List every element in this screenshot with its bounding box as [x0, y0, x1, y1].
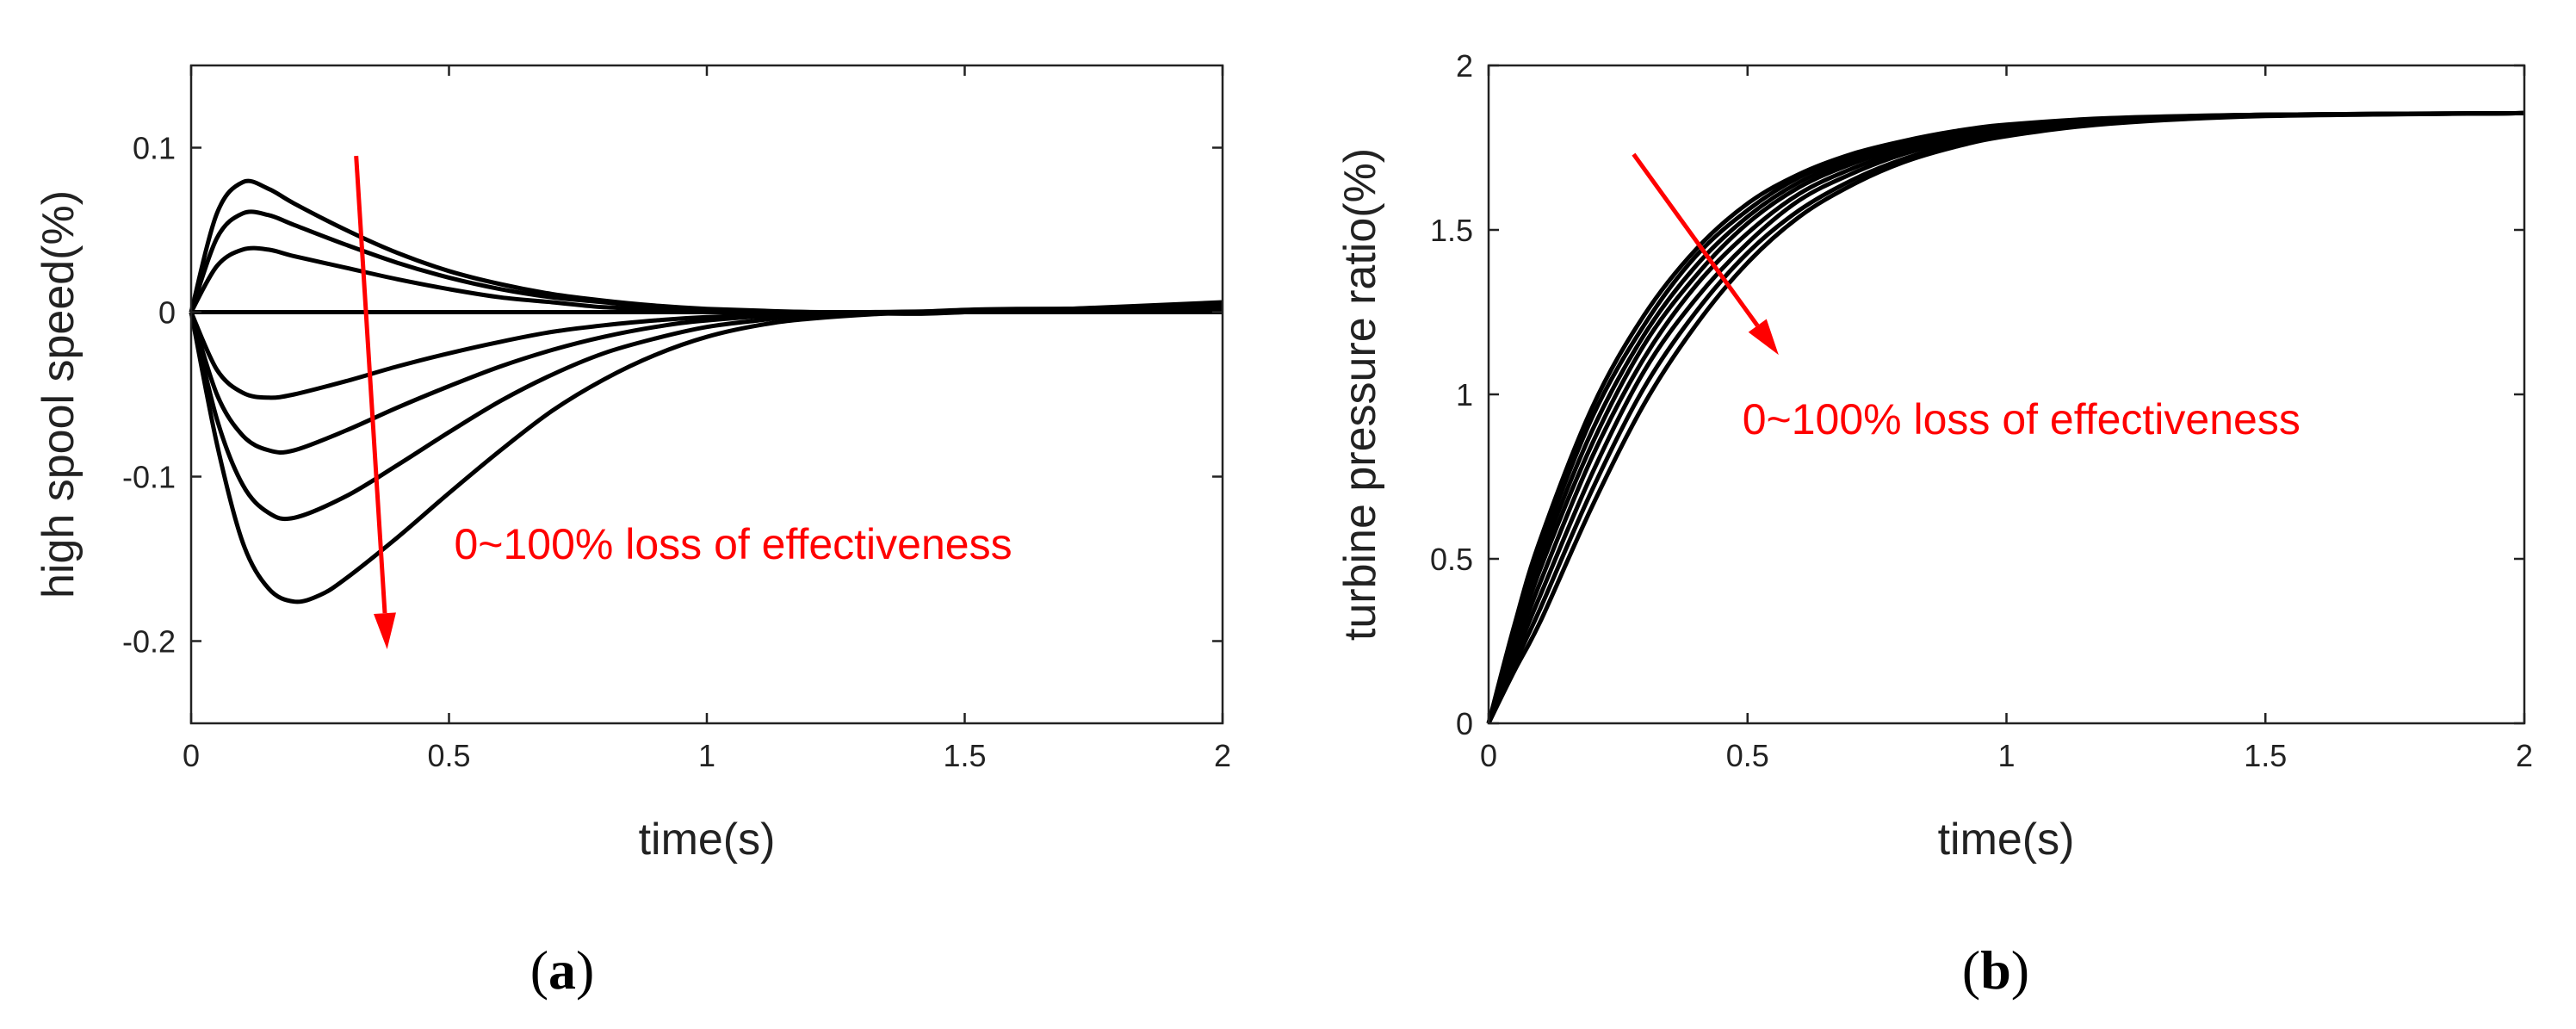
panel-a-x-tick-label: 0.5	[427, 738, 470, 773]
panel-b-y-axis-label: turbine pressure ratio(%)	[1335, 148, 1385, 641]
panel-b-curves	[1486, 110, 2525, 725]
panel-a-y-tick-label: 0.1	[133, 131, 176, 166]
panel-a-plot-frame	[189, 64, 1224, 725]
panel-a-red-arrow-line	[354, 155, 387, 614]
panel-b-caption-label: (b)	[1962, 939, 2029, 1001]
panel-b-y-tick-label: 0.5	[1430, 542, 1473, 577]
panel-b-red-arrow-line	[1632, 152, 1760, 327]
panel-b-x-tick-label: 0.5	[1726, 738, 1769, 773]
panel-b-x-tick-label: 0	[1480, 738, 1497, 773]
panel-a-series-curve-2	[189, 209, 1223, 315]
panel-a-x-tick-label: 0	[183, 738, 200, 773]
panel-a-x-tick-label: 1	[698, 738, 715, 773]
panel-a-annotation: 0~100% loss of effectiveness	[354, 155, 1012, 650]
panel-b-y-tick-label: 2	[1456, 48, 1473, 84]
panel-a-y-tick-label: -0.2	[122, 624, 176, 660]
panel-a-ticks: 0 0.5 1 1.5 2 -0.2 -0.1 0 0.1	[122, 65, 1231, 773]
panel-a-x-tick-label: 2	[1214, 738, 1231, 773]
panel-a-x-axis-label: time(s)	[639, 815, 776, 865]
panel-b-x-tick-label: 1	[1997, 738, 2015, 773]
panel-a-x-tick-label: 1.5	[943, 738, 986, 773]
panel-b-red-arrow-head	[1748, 319, 1779, 356]
panel-b-y-tick-label: 1	[1456, 377, 1473, 412]
panel-b-annotation-text: 0~100% loss of effectiveness	[1743, 395, 2300, 443]
panel-a-caption-label: (a)	[530, 939, 595, 1001]
panel-b-x-axis-label: time(s)	[1938, 815, 2075, 865]
panel-a-y-tick-label: -0.1	[122, 460, 176, 495]
panel-a-curves	[189, 178, 1223, 604]
panel-b-annotation: 0~100% loss of effectiveness	[1632, 152, 2300, 443]
panel-a-series-curve-7	[189, 308, 1223, 522]
panel-b-y-tick-label: 0	[1456, 706, 1473, 741]
panel-b-x-tick-label: 1.5	[2244, 738, 2287, 773]
panel-a-red-arrow-head	[374, 612, 396, 650]
panel-b-x-tick-label: 2	[2516, 738, 2533, 773]
panel-a-y-tick-label: 0	[158, 295, 176, 331]
panel-a-series-curve-5	[189, 307, 1223, 400]
panel-a-high-spool-speed-chart: 0 0.5 1 1.5 2 -0.2 -0.1 0 0.1 0~100% loss of eff…	[34, 64, 1231, 865]
panel-a-series-curve-1	[189, 178, 1223, 316]
panel-b-y-tick-label: 1.5	[1430, 213, 1473, 248]
panel-a-series-curve-8	[189, 306, 1223, 604]
panel-b-ticks: 0 0.5 1 1.5 2 0 0.5 1 1.5 2	[1430, 48, 2533, 773]
panel-b-series-curve-8	[1486, 110, 2525, 725]
panel-a-annotation-text: 0~100% loss of effectiveness	[454, 520, 1012, 568]
panel-a-y-axis-label: high spool speed(%)	[34, 190, 84, 598]
panel-b-turbine-pressure-ratio-chart: 0 0.5 1 1.5 2 0 0.5 1 1.5 2 0~100% loss of effect…	[1335, 48, 2533, 865]
panel-a-series-curve-3	[189, 245, 1223, 315]
